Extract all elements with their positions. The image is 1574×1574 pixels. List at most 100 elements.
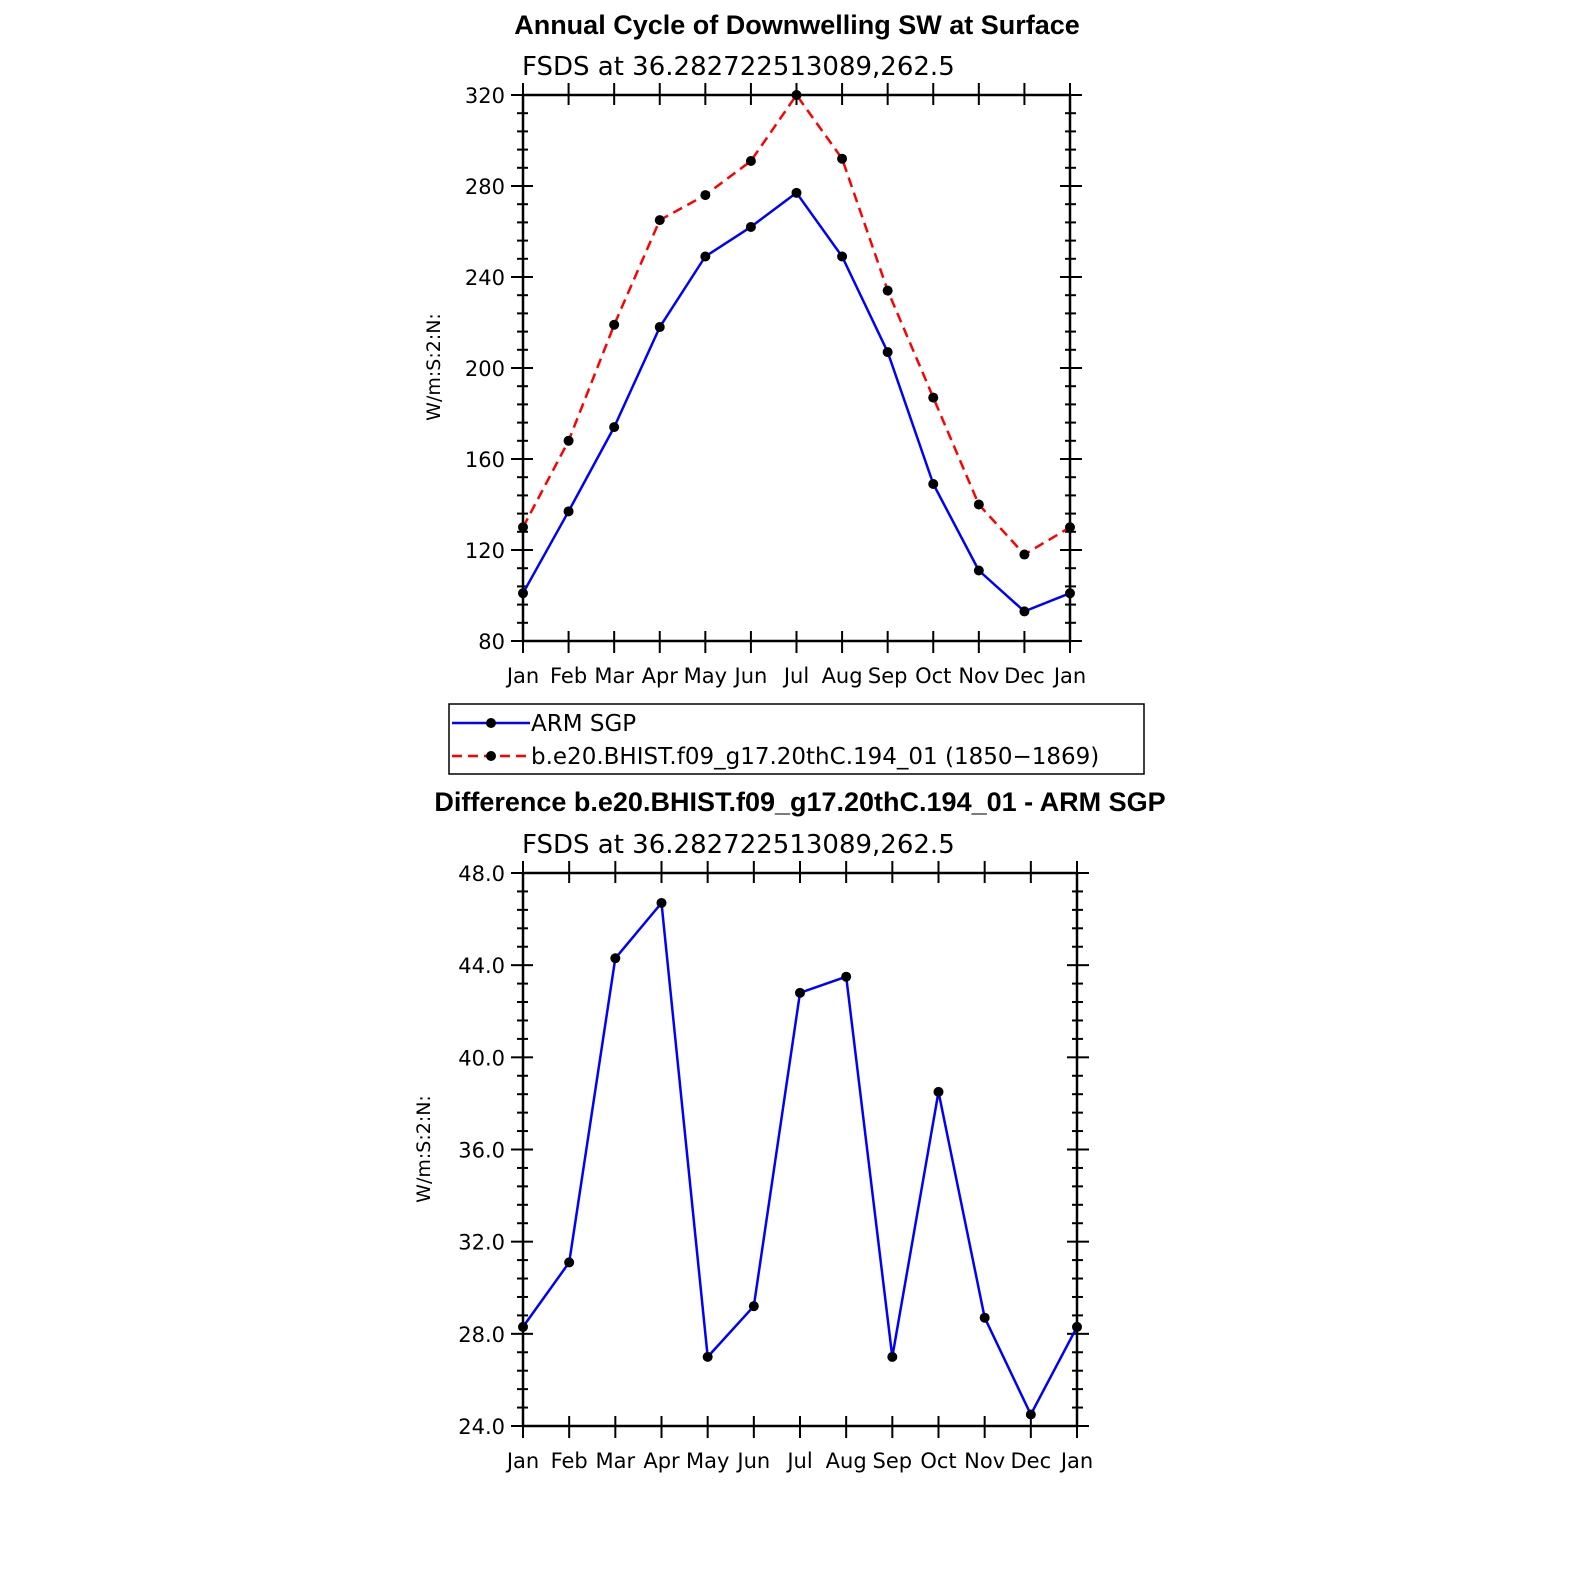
x-tick-label: Nov <box>958 664 999 688</box>
data-point-difference <box>979 1312 990 1323</box>
x-tick-label: Sep <box>873 1449 913 1473</box>
legend-marker-arm-sgp <box>486 718 496 728</box>
legend-label-arm-sgp: ARM SGP <box>531 711 636 737</box>
data-point-arm-sgp <box>1019 606 1030 617</box>
plot-frame <box>521 93 1072 643</box>
x-tick-label: Aug <box>822 664 863 688</box>
data-point-arm-sgp <box>882 347 893 358</box>
data-point-difference <box>1025 1409 1036 1420</box>
x-tick-label: Dec <box>1004 664 1045 688</box>
x-tick-label: Sep <box>868 664 908 688</box>
y-tick-label: 32.0 <box>458 1231 505 1255</box>
x-tick-label: Jun <box>733 664 768 688</box>
x-tick-label: Mar <box>594 664 634 688</box>
data-point-difference <box>841 971 852 982</box>
data-point-b-e20-bhist-f09-g17-20th <box>882 285 893 296</box>
chart-title: Annual Cycle of Downwelling SW at Surfac… <box>514 10 1080 40</box>
legend-label-model: b.e20.BHIST.f09_g17.20thC.194_01 (1850−1… <box>531 744 1099 770</box>
data-point-difference <box>887 1351 898 1362</box>
data-point-difference <box>656 897 667 908</box>
x-tick-label: Aug <box>826 1449 867 1473</box>
y-tick-labels: 80 120 160 200 240 280 320 <box>465 84 505 654</box>
y-tick-label: 28.0 <box>458 1323 505 1347</box>
y-tick-label: 36.0 <box>458 1139 505 1163</box>
series-line-difference <box>521 901 1079 1416</box>
x-tick-label: Dec <box>1011 1449 1052 1473</box>
data-point-difference <box>518 1321 528 1332</box>
series-line-b-e20-bhist-f09-g17-20th <box>521 93 1071 556</box>
x-tick-label: May <box>686 1449 729 1473</box>
x-tick-label: Jan <box>505 664 539 688</box>
y-tick-label: 240 <box>465 266 505 290</box>
x-tick-label: Jan <box>1052 664 1086 688</box>
x-tick-labels: Jan Feb Mar Apr May Jun Jul Aug Sep Oct Nov Dec Jan <box>505 664 1086 688</box>
data-point-b-e20-bhist-f09-g17-20th <box>1065 522 1075 533</box>
data-point-b-e20-bhist-f09-g17-20th <box>563 435 574 446</box>
y-tick-label: 320 <box>465 84 505 108</box>
data-point-difference <box>564 1257 575 1268</box>
data-point-arm-sgp <box>928 479 939 490</box>
series-line-arm-sgp <box>521 191 1071 613</box>
y-tick-label: 280 <box>465 175 505 199</box>
data-point-arm-sgp <box>563 506 574 517</box>
x-tick-label: May <box>684 664 727 688</box>
x-tick-label: Apr <box>642 664 679 688</box>
chart-subtitle: FSDS at 36.282722513089,262.5 <box>522 52 955 82</box>
data-point-difference <box>795 987 805 998</box>
data-point-b-e20-bhist-f09-g17-20th <box>973 499 984 510</box>
y-tick-label: 120 <box>465 539 505 563</box>
chart-title: Difference b.e20.BHIST.f09_g17.20thC.194… <box>434 787 1165 817</box>
data-point-arm-sgp <box>700 251 711 262</box>
x-tick-label: Jan <box>505 1449 539 1473</box>
annual-cycle-chart: Annual Cycle of Downwelling SW at Surfac… <box>423 10 1086 688</box>
x-tick-labels: Jan Feb Mar Apr May Jun Jul Aug Sep Oct Nov Dec Jan <box>505 1449 1093 1473</box>
y-tick-label: 80 <box>478 630 505 654</box>
legend-box <box>448 703 1145 775</box>
y-tick-label: 160 <box>465 448 505 472</box>
x-tick-label: Feb <box>550 664 587 688</box>
grid-ticks <box>511 861 1089 1438</box>
legend-marker-model <box>486 751 496 761</box>
data-point-difference <box>748 1301 759 1312</box>
x-tick-label: Jan <box>1059 1449 1093 1473</box>
x-tick-label: Mar <box>596 1449 636 1473</box>
x-tick-label: Jul <box>782 664 809 688</box>
legend-entry-model: b.e20.BHIST.f09_g17.20thC.194_01 (1850−1… <box>452 744 1099 770</box>
y-tick-label: 200 <box>465 357 505 381</box>
series-layer <box>518 90 1075 617</box>
data-point-b-e20-bhist-f09-g17-20th <box>745 155 756 166</box>
x-tick-label: Jul <box>785 1449 812 1473</box>
data-point-b-e20-bhist-f09-g17-20th <box>518 522 528 533</box>
data-point-difference <box>933 1086 944 1097</box>
data-point-b-e20-bhist-f09-g17-20th <box>609 319 620 330</box>
data-point-arm-sgp <box>609 422 620 433</box>
y-tick-label: 44.0 <box>458 954 505 978</box>
data-point-b-e20-bhist-f09-g17-20th <box>700 190 711 201</box>
y-tick-label: 48.0 <box>458 862 505 886</box>
data-point-arm-sgp <box>837 251 848 262</box>
y-axis-label: W/m:S:2:N: <box>413 1095 435 1203</box>
y-tick-label: 40.0 <box>458 1046 505 1070</box>
x-tick-label: Apr <box>643 1449 680 1473</box>
data-point-b-e20-bhist-f09-g17-20th <box>1019 549 1030 560</box>
data-point-arm-sgp <box>654 322 665 333</box>
difference-chart: Difference b.e20.BHIST.f09_g17.20thC.194… <box>413 787 1166 1473</box>
x-tick-label: Jun <box>735 1449 770 1473</box>
legend: ARM SGP b.e20.BHIST.f09_g17.20thC.194_01… <box>448 703 1145 775</box>
data-point-b-e20-bhist-f09-g17-20th <box>837 153 848 164</box>
data-point-difference <box>1072 1321 1082 1332</box>
x-tick-label: Nov <box>964 1449 1005 1473</box>
plot-frame <box>521 871 1079 1428</box>
data-point-arm-sgp <box>791 187 802 198</box>
x-tick-label: Oct <box>915 664 951 688</box>
grid-ticks <box>511 83 1082 653</box>
y-tick-label: 24.0 <box>458 1415 505 1439</box>
y-tick-labels: 24.0 28.0 32.0 36.0 40.0 44.0 48.0 <box>458 862 505 1439</box>
data-point-b-e20-bhist-f09-g17-20th <box>791 90 802 100</box>
x-tick-label: Feb <box>551 1449 588 1473</box>
data-point-arm-sgp <box>518 588 528 599</box>
y-axis-label: W/m:S:2:N: <box>423 313 445 421</box>
data-point-difference <box>702 1351 713 1362</box>
legend-entry-arm-sgp: ARM SGP <box>452 711 636 737</box>
